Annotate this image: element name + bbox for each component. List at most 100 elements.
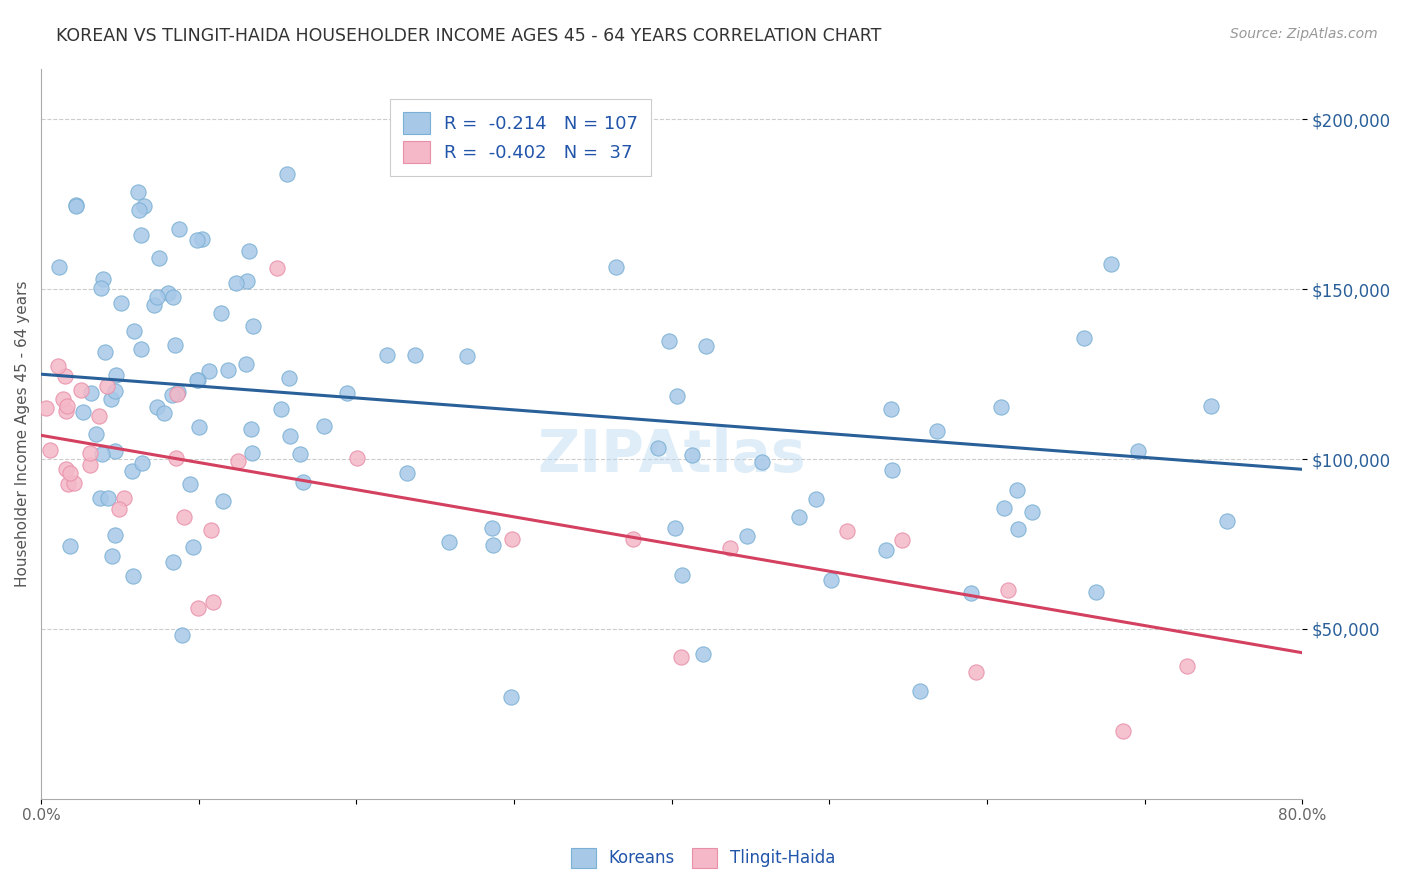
Point (735, 529, 758, 543)
Point (108, 501, 131, 516)
Point (65, 198, 87, 212)
Point (197, 364, 219, 378)
Point (110, 295, 132, 310)
Point (664, 521, 686, 535)
Y-axis label: Householder Income Ages 45 - 64 years: Householder Income Ages 45 - 64 years (15, 280, 30, 587)
Point (288, 447, 311, 461)
Point (621, 532, 644, 546)
Point (80, 385, 103, 400)
Point (65, 199, 87, 213)
Point (200, 523, 222, 537)
Point (94, 344, 117, 359)
Text: KOREAN VS TLINGIT-HAIDA HOUSEHOLDER INCOME AGES 45 - 64 YEARS CORRELATION CHART: KOREAN VS TLINGIT-HAIDA HOUSEHOLDER INCO… (56, 27, 882, 45)
Point (270, 402, 292, 417)
Point (201, 595, 224, 609)
Point (658, 334, 681, 348)
Point (128, 202, 150, 217)
Point (146, 400, 169, 414)
Point (90, 281, 112, 295)
Point (160, 387, 183, 401)
Point (226, 454, 249, 468)
Point (172, 628, 194, 642)
Point (669, 649, 692, 664)
Point (127, 185, 149, 199)
Point (169, 222, 191, 236)
Point (1085, 584, 1108, 599)
Point (104, 384, 127, 398)
Point (671, 567, 693, 582)
Point (993, 501, 1015, 516)
Point (186, 233, 208, 247)
Point (1073, 331, 1095, 345)
Point (238, 244, 260, 259)
Point (751, 454, 773, 468)
Point (70, 383, 93, 397)
Point (55, 399, 77, 413)
Point (145, 290, 167, 304)
Point (86, 427, 108, 442)
Point (225, 277, 247, 291)
Point (211, 494, 233, 508)
Point (59, 466, 82, 480)
Point (235, 357, 257, 371)
Point (104, 444, 127, 458)
Point (157, 286, 180, 301)
Point (695, 339, 717, 353)
Point (925, 424, 948, 438)
Point (165, 338, 187, 352)
Point (720, 541, 742, 555)
Point (134, 199, 156, 213)
Point (186, 373, 208, 387)
Point (605, 260, 627, 274)
Point (48, 260, 70, 274)
Point (188, 420, 211, 434)
Point (209, 306, 232, 320)
Point (1112, 723, 1135, 738)
Point (39, 442, 62, 457)
Point (890, 533, 912, 547)
Point (89, 491, 111, 505)
Point (377, 348, 399, 362)
Point (1007, 522, 1029, 536)
Point (143, 298, 166, 312)
Legend: R =  -0.214   N = 107, R =  -0.402   N =  37: R = -0.214 N = 107, R = -0.402 N = 37 (389, 99, 651, 176)
Point (96, 379, 118, 393)
Point (820, 574, 842, 588)
Point (239, 422, 262, 436)
Point (292, 475, 315, 489)
Point (314, 419, 336, 434)
Point (1005, 483, 1028, 497)
Point (666, 389, 689, 403)
Point (236, 274, 259, 288)
Point (91, 447, 114, 461)
Point (131, 456, 153, 470)
Point (187, 601, 209, 615)
Point (835, 524, 858, 538)
Point (681, 448, 703, 462)
Point (129, 228, 152, 243)
Point (59, 539, 82, 553)
Point (439, 534, 461, 549)
Point (122, 324, 145, 338)
Point (187, 373, 209, 387)
Point (52, 392, 75, 407)
Point (499, 690, 522, 704)
Point (481, 538, 503, 552)
Point (100, 549, 122, 563)
Point (183, 541, 205, 555)
Point (63, 475, 86, 490)
Point (97, 491, 120, 506)
Point (242, 318, 264, 333)
Point (481, 521, 503, 535)
Point (91, 271, 114, 285)
Point (55, 461, 77, 475)
Point (395, 467, 418, 481)
Point (72, 405, 94, 419)
Point (965, 665, 987, 680)
Legend: Koreans, Tlingit-Haida: Koreans, Tlingit-Haida (564, 841, 842, 875)
Point (501, 532, 523, 546)
Point (122, 569, 145, 583)
Point (692, 647, 714, 661)
Point (959, 586, 981, 600)
Point (647, 441, 669, 455)
